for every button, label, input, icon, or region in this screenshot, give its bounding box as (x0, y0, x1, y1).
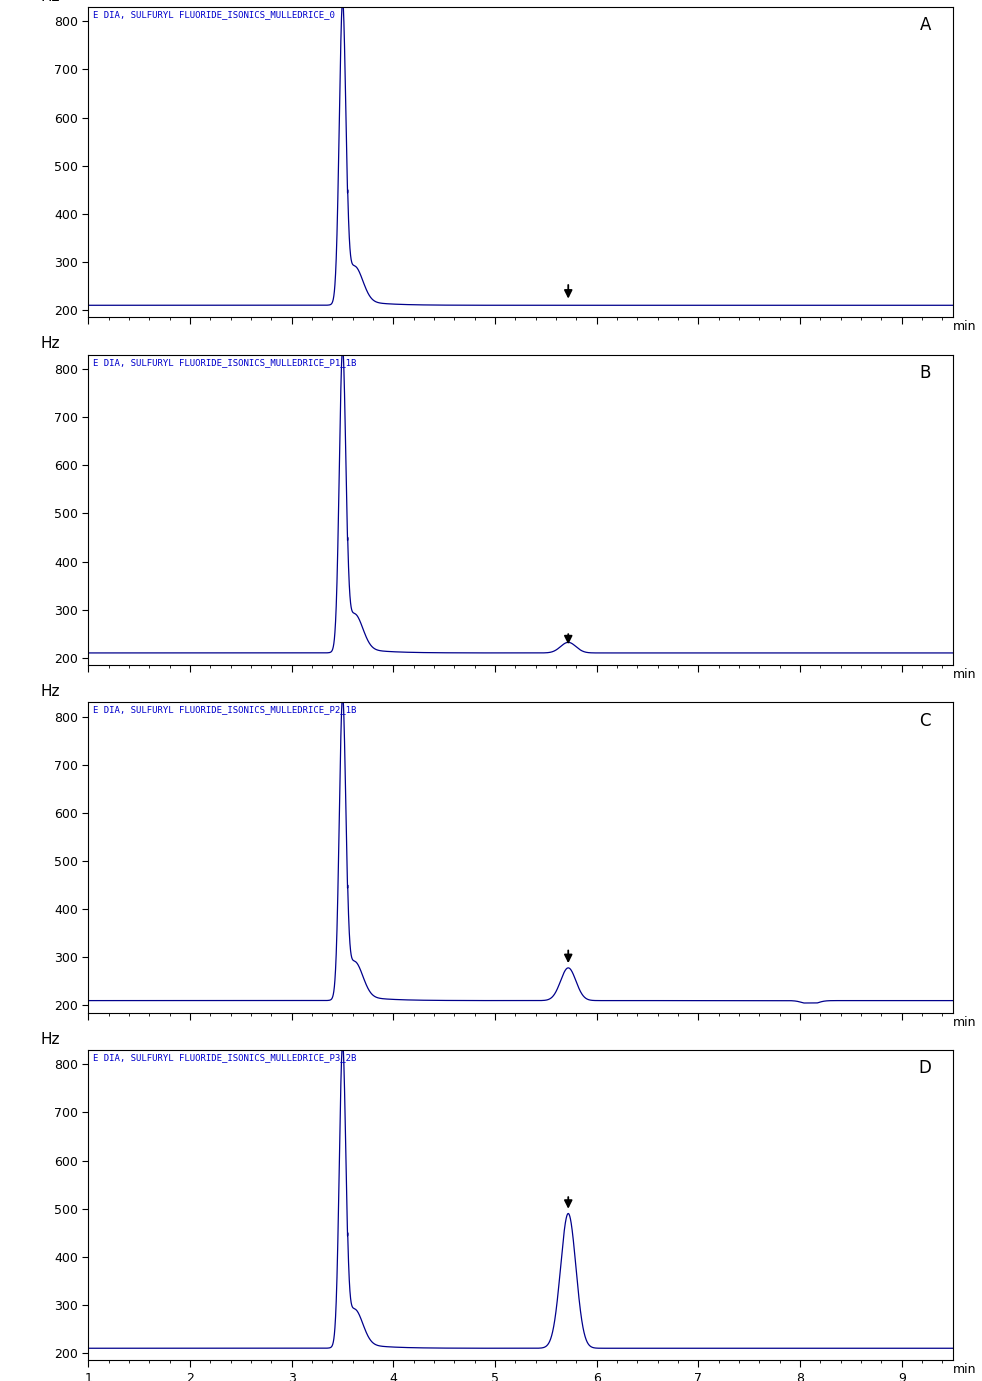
Text: E DIA, SULFURYL FLUORIDE_ISONICS_MULLEDRICE_P1_1B: E DIA, SULFURYL FLUORIDE_ISONICS_MULLEDR… (92, 358, 356, 367)
Text: min: min (953, 668, 976, 681)
Text: Hz: Hz (41, 684, 60, 699)
Text: A: A (919, 17, 931, 35)
Text: min: min (953, 320, 976, 333)
Text: E DIA, SULFURYL FLUORIDE_ISONICS_MULLEDRICE_0: E DIA, SULFURYL FLUORIDE_ISONICS_MULLEDR… (92, 10, 335, 19)
Text: Hz: Hz (41, 337, 60, 351)
Text: B: B (919, 363, 931, 383)
Text: E DIA, SULFURYL FLUORIDE_ISONICS_MULLEDRICE_P2_1B: E DIA, SULFURYL FLUORIDE_ISONICS_MULLEDR… (92, 706, 356, 714)
Text: E DIA, SULFURYL FLUORIDE_ISONICS_MULLEDRICE_P3_2B: E DIA, SULFURYL FLUORIDE_ISONICS_MULLEDR… (92, 1052, 356, 1062)
Text: Hz: Hz (41, 0, 60, 4)
Text: min: min (953, 1363, 976, 1377)
Text: min: min (953, 1016, 976, 1029)
Text: D: D (918, 1059, 931, 1077)
Text: C: C (919, 711, 931, 729)
Text: Hz: Hz (41, 1032, 60, 1047)
